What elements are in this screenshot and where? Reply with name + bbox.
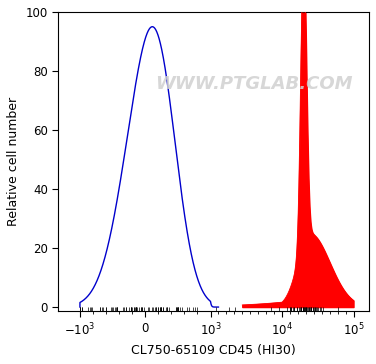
Text: WWW.PTGLAB.COM: WWW.PTGLAB.COM — [155, 75, 353, 93]
Y-axis label: Relative cell number: Relative cell number — [7, 97, 20, 226]
X-axis label: CL750-65109 CD45 (HI30): CL750-65109 CD45 (HI30) — [131, 344, 296, 357]
